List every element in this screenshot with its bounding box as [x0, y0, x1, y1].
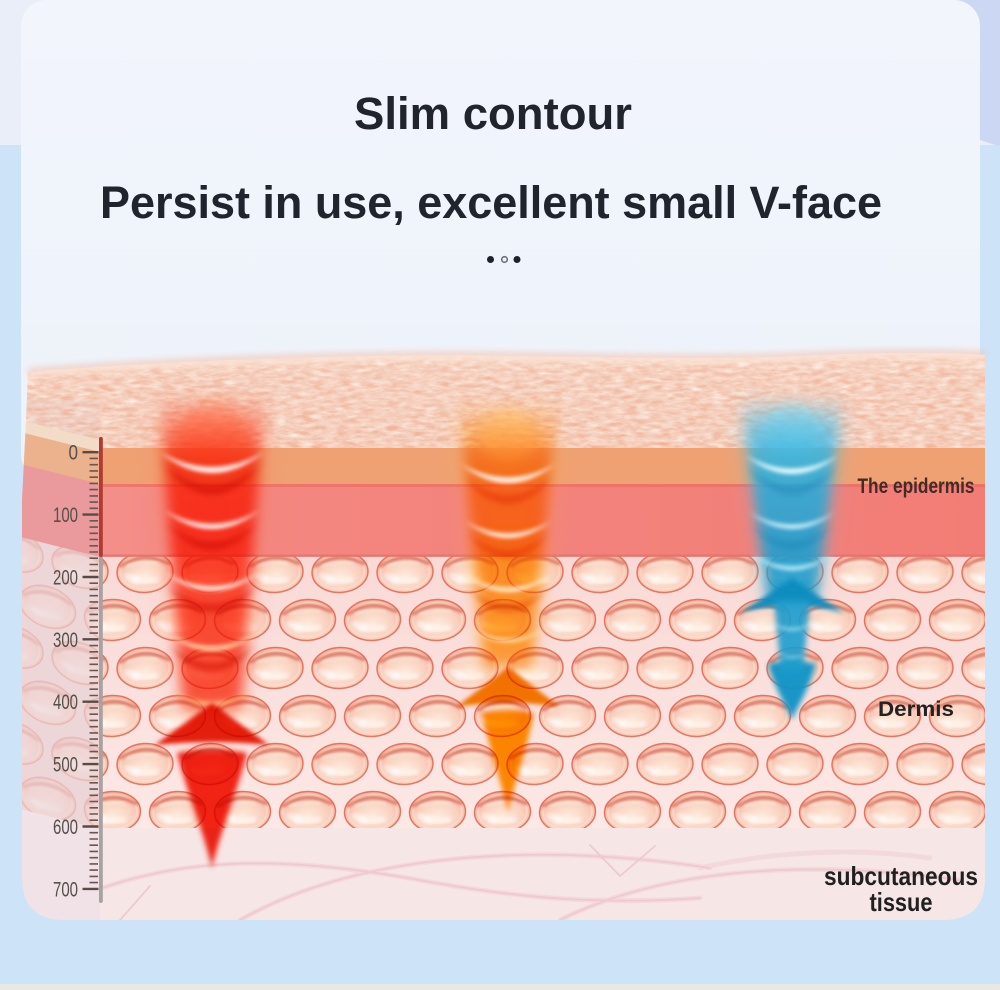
svg-text:Dermis: Dermis [878, 698, 954, 721]
svg-text:The epidermis: The epidermis [858, 475, 975, 498]
svg-text:200: 200 [53, 567, 78, 590]
svg-text:600: 600 [53, 816, 78, 839]
svg-text:400: 400 [53, 691, 78, 714]
svg-text:0: 0 [69, 442, 79, 465]
svg-text:Persist in use, excellent smal: Persist in use, excellent small V-face [100, 177, 882, 228]
svg-text:500: 500 [53, 754, 78, 777]
svg-text:tissue: tissue [870, 887, 933, 917]
svg-text:700: 700 [53, 878, 78, 901]
svg-text:300: 300 [53, 629, 78, 652]
svg-text:subcutaneous: subcutaneous [824, 861, 978, 891]
svg-text:100: 100 [53, 504, 78, 527]
svg-text:Slim contour: Slim contour [354, 88, 632, 139]
